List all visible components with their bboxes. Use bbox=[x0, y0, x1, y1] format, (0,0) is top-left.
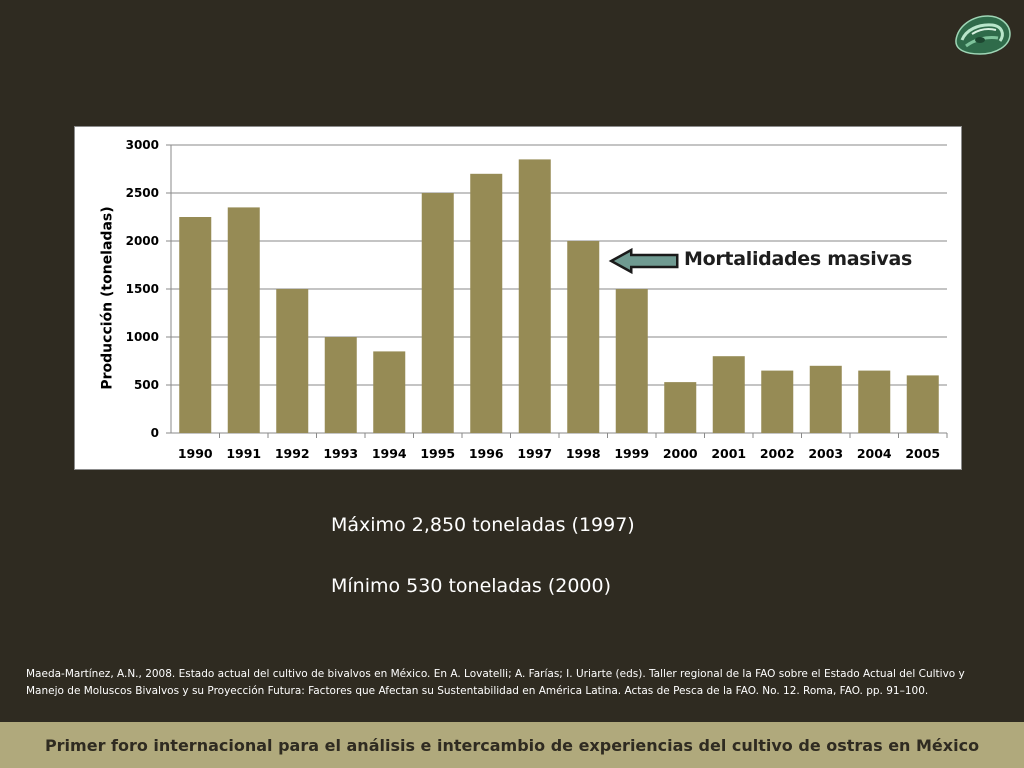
bar bbox=[809, 365, 842, 433]
bar bbox=[276, 289, 309, 433]
y-tick-label: 1000 bbox=[126, 330, 159, 344]
y-tick-label: 3000 bbox=[126, 138, 159, 152]
y-axis-title: Producción (toneladas) bbox=[100, 206, 116, 390]
bar bbox=[761, 370, 794, 433]
x-tick-label: 2005 bbox=[905, 446, 940, 461]
x-tick-label: 2003 bbox=[808, 446, 843, 461]
bar bbox=[518, 159, 551, 433]
x-tick-label: 1990 bbox=[178, 446, 213, 461]
bar bbox=[664, 382, 697, 433]
x-tick-label: 2001 bbox=[711, 446, 746, 461]
footer-bar: Primer foro internacional para el anális… bbox=[0, 722, 1024, 768]
max-production-text: Máximo 2,850 toneladas (1997) bbox=[331, 514, 635, 536]
x-tick-label: 1991 bbox=[226, 446, 261, 461]
x-tick-label: 2004 bbox=[857, 446, 892, 461]
bar bbox=[324, 337, 357, 433]
bar bbox=[615, 289, 648, 433]
footer-title: Primer foro internacional para el anális… bbox=[44, 735, 980, 755]
annotation-label: Mortalidades masivas bbox=[684, 248, 913, 270]
oyster-logo-icon bbox=[955, 15, 1011, 55]
x-tick-label: 1996 bbox=[469, 446, 504, 461]
x-tick-label: 2002 bbox=[760, 446, 795, 461]
x-tick-label: 1995 bbox=[420, 446, 455, 461]
bar bbox=[858, 370, 891, 433]
x-tick-label: 1998 bbox=[566, 446, 601, 461]
bar bbox=[470, 173, 503, 434]
citation-text: Maeda-Martínez, A.N., 2008. Estado actua… bbox=[26, 668, 965, 697]
y-axis-title-wrap: Producción (toneladas) bbox=[96, 126, 120, 470]
bar bbox=[179, 217, 212, 433]
x-tick-label: 2000 bbox=[663, 446, 698, 461]
x-tick-label: 1992 bbox=[275, 446, 310, 461]
bar bbox=[567, 241, 600, 433]
y-tick-label: 2500 bbox=[126, 186, 159, 200]
bar bbox=[421, 193, 454, 433]
bar bbox=[712, 356, 745, 433]
y-tick-label: 500 bbox=[134, 378, 159, 392]
bar-chart: 0 500 1000 1500 2000 2500 3000 1990 1991 1992 1993… bbox=[126, 138, 948, 461]
x-tick-label: 1994 bbox=[372, 446, 407, 461]
bar bbox=[906, 375, 939, 433]
min-production-text: Mínimo 530 toneladas (2000) bbox=[331, 575, 612, 597]
x-tick-label: 1997 bbox=[517, 446, 552, 461]
y-tick-label: 1500 bbox=[126, 282, 159, 296]
bar bbox=[373, 351, 406, 433]
annotation-arrow bbox=[608, 247, 679, 275]
x-tick-label: 1999 bbox=[614, 446, 649, 461]
x-tick-label: 1993 bbox=[323, 446, 358, 461]
chart-area: 0 500 1000 1500 2000 2500 3000 1990 1991 1992 1993… bbox=[74, 126, 962, 470]
y-tick-label: 2000 bbox=[126, 234, 159, 248]
y-tick-label: 0 bbox=[151, 426, 159, 440]
bar bbox=[227, 207, 260, 433]
